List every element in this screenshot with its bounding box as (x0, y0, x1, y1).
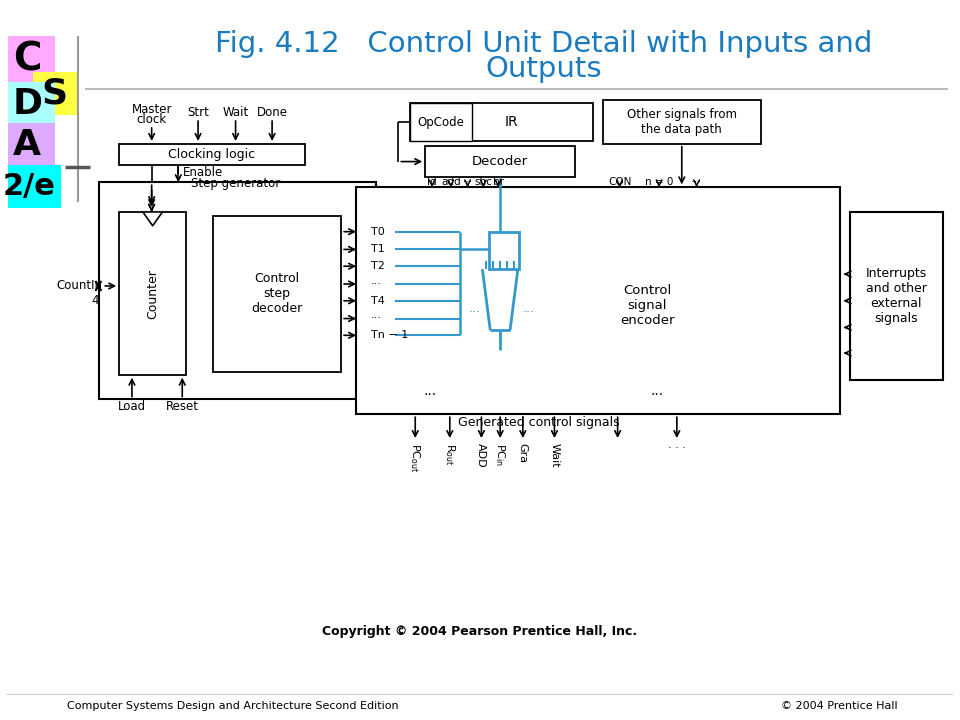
Text: Control
step
decoder: Control step decoder (252, 272, 302, 315)
Text: Fig. 4.12   Control Unit Detail with Inputs and: Fig. 4.12 Control Unit Detail with Input… (215, 30, 873, 58)
Text: clock: clock (136, 112, 167, 125)
Text: Other signals from
the data path: Other signals from the data path (627, 108, 736, 136)
Text: Copyright © 2004 Pearson Prentice Hall, Inc.: Copyright © 2004 Pearson Prentice Hall, … (322, 625, 637, 638)
Text: Clocking logic: Clocking logic (168, 148, 255, 161)
Text: C: C (13, 41, 41, 79)
Bar (603, 100, 760, 144)
Text: Tn − 1: Tn − 1 (371, 330, 408, 341)
Text: CountIn: CountIn (57, 279, 103, 292)
Text: T2: T2 (371, 261, 385, 271)
Text: ADD: ADD (476, 443, 487, 467)
Text: Interrupts
and other
external
signals: Interrupts and other external signals (865, 267, 926, 325)
Text: 4: 4 (91, 294, 99, 307)
Text: Wait: Wait (223, 106, 249, 119)
Text: S: S (42, 76, 68, 110)
Text: ld: ld (427, 177, 437, 187)
Text: Control
signal
encoder: Control signal encoder (620, 284, 675, 327)
Text: Master: Master (132, 103, 172, 116)
Bar (356, 187, 840, 414)
Bar (99, 182, 375, 400)
Bar (8, 81, 55, 127)
Bar (119, 144, 304, 165)
Bar (410, 104, 593, 141)
Text: Outputs: Outputs (485, 55, 602, 83)
Text: ···: ··· (651, 387, 663, 402)
Text: ···: ··· (371, 313, 382, 323)
Text: PC$_\mathregular{out}$: PC$_\mathregular{out}$ (408, 443, 422, 472)
Text: Decoder: Decoder (472, 155, 528, 168)
Text: Strt: Strt (187, 106, 209, 119)
Text: add: add (441, 177, 461, 187)
Bar (119, 212, 186, 375)
Text: · · ·: · · · (668, 443, 685, 453)
Bar (8, 123, 55, 166)
Text: br: br (492, 177, 504, 187)
Text: ···: ··· (423, 387, 437, 402)
Text: ···: ··· (371, 279, 382, 289)
Text: Wait: Wait (549, 443, 560, 467)
Text: A: A (13, 127, 41, 162)
Text: PC$_\mathregular{in}$: PC$_\mathregular{in}$ (493, 443, 507, 466)
Bar (8, 165, 60, 208)
Text: D: D (12, 87, 42, 121)
Text: ···: ··· (468, 306, 480, 319)
Text: Done: Done (256, 106, 288, 119)
Text: R$_\mathregular{out}$: R$_\mathregular{out}$ (443, 443, 457, 465)
Text: ···: ··· (523, 306, 535, 319)
Bar (490, 232, 519, 269)
Text: shc: shc (474, 177, 492, 187)
Text: IR: IR (504, 115, 517, 129)
Text: T0: T0 (371, 227, 385, 237)
Bar (410, 104, 471, 141)
Text: Reset: Reset (166, 400, 199, 413)
Text: Computer Systems Design and Architecture Second Edition: Computer Systems Design and Architecture… (67, 701, 398, 711)
Text: Step generator: Step generator (191, 177, 280, 190)
Text: Counter: Counter (146, 269, 159, 319)
Bar (213, 216, 341, 372)
Polygon shape (143, 212, 162, 226)
Bar (850, 212, 944, 379)
Text: Load: Load (118, 400, 146, 413)
Text: OpCode: OpCode (418, 116, 465, 129)
Text: © 2004 Prentice Hall: © 2004 Prentice Hall (781, 701, 898, 711)
Bar (34, 72, 77, 115)
Text: Enable: Enable (183, 166, 224, 179)
Text: Gra: Gra (517, 443, 528, 463)
Text: T1: T1 (371, 244, 385, 254)
Text: T4: T4 (371, 296, 385, 306)
Text: Generated control signals: Generated control signals (458, 415, 619, 428)
Text: CON: CON (608, 177, 632, 187)
Text: ···: ··· (691, 176, 702, 189)
Text: n = 0: n = 0 (645, 177, 673, 187)
Text: 2/e: 2/e (3, 172, 56, 201)
Bar (8, 36, 55, 84)
Text: ···: ··· (463, 177, 472, 187)
Bar (425, 145, 575, 177)
